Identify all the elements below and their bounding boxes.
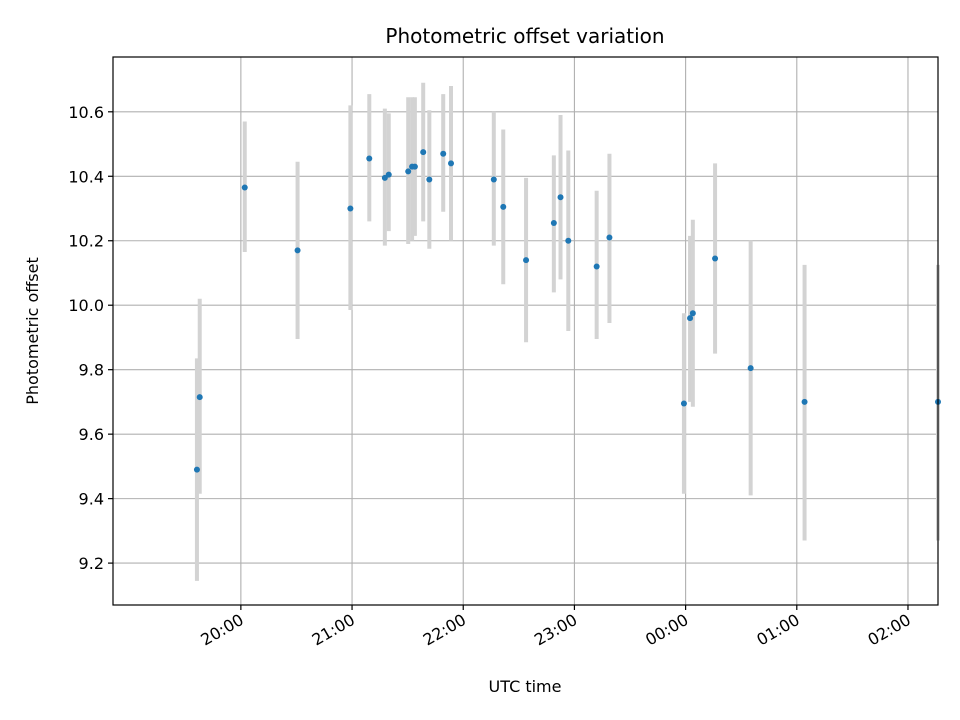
y-tick-label: 9.6 [79,425,104,444]
y-tick-label: 10.6 [68,103,104,122]
data-point [565,237,572,244]
y-tick-label: 10.0 [68,296,104,315]
data-point [385,171,392,178]
y-axis-ticks: 9.2 9.4 9.6 9.8 10.0 10.2 10.4 10.6 [68,103,113,573]
chart-title: Photometric offset variation [385,24,664,48]
y-tick-label: 9.8 [79,361,104,380]
data-point [294,247,301,254]
data-point [747,365,754,372]
y-tick-label: 10.4 [68,167,104,186]
data-point [196,394,203,401]
data-point [550,220,557,227]
y-tick-label: 9.2 [79,554,104,573]
plot-frame [112,56,939,606]
x-axis-label: UTC time [489,677,562,696]
data-point [500,203,507,210]
data-point [712,255,719,262]
data-point [593,263,600,270]
data-point [687,315,694,322]
data-point [440,150,447,157]
data-point [366,155,373,162]
data-point [680,400,687,407]
data-point [557,194,564,201]
y-tick-label: 10.2 [68,232,104,251]
data-point [448,160,455,167]
data-point [801,398,808,405]
data-point [241,184,248,191]
data-point [689,310,696,317]
data-point [411,163,418,170]
data-point [490,176,497,183]
data-point [420,149,427,156]
data-point [523,257,530,264]
y-tick-label: 9.4 [79,490,104,509]
data-point [405,168,412,175]
data-point [193,466,200,473]
data-point [347,205,354,212]
data-point [606,234,613,241]
y-axis-label: Photometric offset [23,257,42,405]
data-points [193,149,941,473]
data-point [426,176,433,183]
